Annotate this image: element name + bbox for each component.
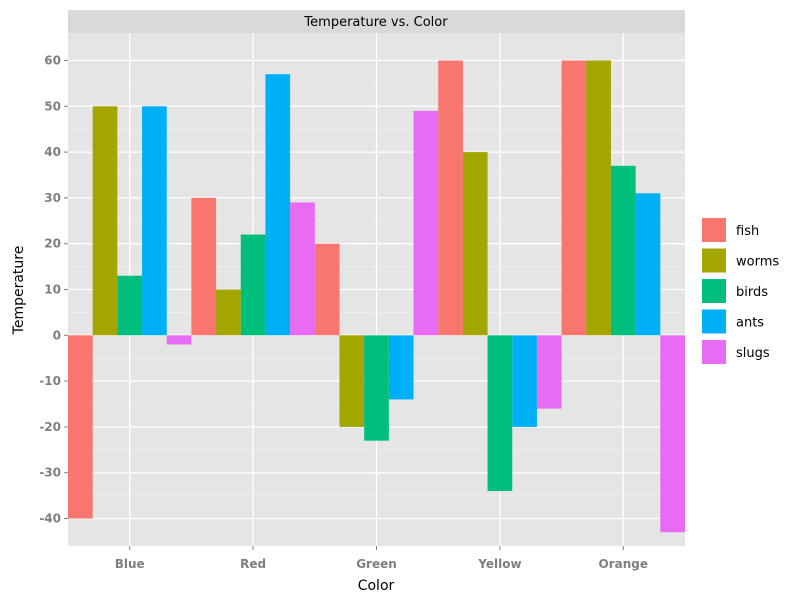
bar-birds-red: [240, 234, 266, 336]
title-strip: [68, 10, 685, 33]
bar-slugs-red: [290, 202, 315, 336]
y-tick-label: -10: [39, 374, 61, 388]
y-tick-label: 60: [44, 53, 61, 67]
bar-birds-orange: [610, 165, 636, 336]
bar-ants-yellow: [512, 335, 537, 427]
bar-worms-yellow: [462, 152, 488, 336]
bar-birds-yellow: [487, 335, 513, 492]
y-tick-label: 50: [44, 99, 61, 113]
x-tick-label: Orange: [599, 557, 649, 571]
bar-worms-green: [339, 335, 365, 427]
legend-label-ants: ants: [736, 316, 764, 331]
x-tick-label: Green: [356, 557, 397, 571]
bar-slugs-green: [413, 110, 439, 336]
legend-label-fish: fish: [736, 224, 759, 239]
y-tick-label: -20: [39, 420, 61, 434]
bar-slugs-blue: [166, 335, 192, 345]
legend-key-slugs: [702, 340, 726, 364]
legend-label-worms: worms: [736, 255, 779, 270]
chart-title: Temperature vs. Color: [303, 15, 448, 30]
legend-key-birds: [702, 279, 726, 303]
x-axis-ticks: Blue Red Green Yellow Orange: [115, 546, 648, 571]
bar-fish-yellow: [438, 60, 463, 336]
y-tick-label: -30: [39, 466, 61, 480]
legend-key-worms: [702, 248, 726, 273]
bar-fish-green: [314, 243, 340, 336]
bar-fish-red: [191, 197, 217, 336]
bar-ants-blue: [142, 106, 167, 336]
y-tick-label: 10: [44, 283, 61, 297]
y-tick-label: 20: [44, 237, 61, 251]
y-tick-label: -40: [39, 512, 61, 526]
y-tick-label: 40: [44, 145, 61, 159]
x-tick-label: Blue: [115, 557, 145, 571]
y-axis-ticks: -40 -30 -20 -10 0 10 20 30 40 50 60: [39, 53, 68, 526]
bar-ants-red: [265, 74, 291, 336]
bar-birds-green: [364, 335, 389, 441]
bar-ants-orange: [635, 193, 661, 336]
y-tick-label: 30: [44, 191, 61, 205]
bar-worms-orange: [586, 60, 611, 336]
bar-worms-red: [216, 289, 241, 336]
bar-fish-orange: [561, 60, 587, 336]
bar-worms-blue: [92, 106, 118, 336]
legend-key-ants: [702, 309, 726, 334]
legend-key-fish: [702, 218, 726, 242]
y-axis-title: Temperature: [11, 246, 27, 336]
bar-slugs-yellow: [536, 335, 562, 409]
x-tick-label: Red: [240, 557, 266, 571]
bar-fish-blue: [68, 335, 93, 519]
y-tick-label: 0: [53, 328, 61, 342]
legend-label-slugs: slugs: [736, 346, 770, 361]
bar-ants-green: [388, 335, 414, 400]
x-tick-label: Yellow: [477, 557, 521, 571]
legend-label-birds: birds: [736, 285, 768, 300]
x-axis-title: Color: [358, 578, 395, 594]
legend: fish worms birds ants slugs: [702, 218, 779, 364]
bars: [68, 60, 685, 533]
bar-birds-blue: [117, 275, 143, 336]
bar-slugs-orange: [660, 335, 685, 533]
